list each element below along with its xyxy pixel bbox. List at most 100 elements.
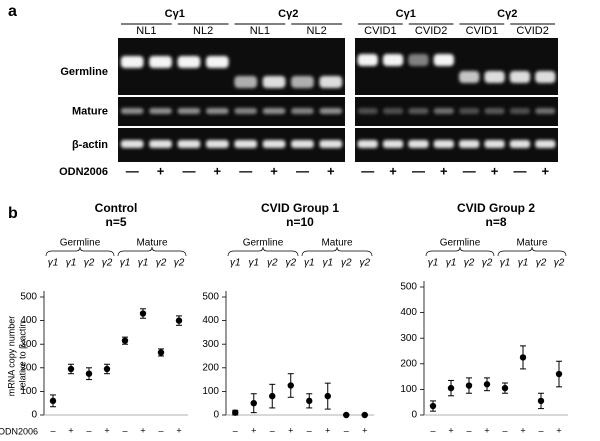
data-point: [250, 400, 257, 407]
treatment-symbol: –: [344, 425, 349, 435]
gel-band: [433, 140, 454, 148]
gel-band: [291, 140, 314, 148]
x-tick-label: γ1: [230, 258, 241, 269]
gel-band: [205, 140, 229, 148]
x-tick-label: γ1: [500, 258, 511, 269]
gel-band: [535, 140, 556, 148]
category-group-label: Germline: [60, 238, 101, 249]
sample-label: CVID1: [364, 25, 396, 37]
x-tick-label: γ2: [285, 258, 296, 269]
treatment-label: ODN2006: [0, 426, 38, 436]
gel-band: [149, 56, 172, 68]
treatment-symbol: +: [440, 163, 448, 178]
data-point: [537, 397, 545, 405]
gel-band: [262, 140, 286, 148]
sample-label: CVID1: [466, 25, 498, 37]
y-tick-label: 0: [213, 410, 219, 421]
treatment-symbol: —: [182, 163, 195, 178]
gel-band: [408, 54, 429, 66]
x-tick-label: γ2: [482, 258, 493, 269]
data-point: [121, 337, 129, 344]
treatment-symbol: +: [214, 163, 222, 178]
gel-band: [433, 108, 454, 114]
gel-band: [120, 140, 144, 148]
treatment-symbol: +: [270, 163, 278, 178]
treatment-symbol: –: [307, 425, 312, 435]
gel-band: [484, 71, 505, 83]
gel-band: [433, 54, 454, 66]
x-tick-label: γ1: [518, 258, 529, 269]
data-point: [157, 349, 165, 356]
chart-subtitle: n=10: [286, 215, 314, 229]
row-label: Germline: [60, 66, 108, 78]
treatment-symbol: —: [296, 163, 309, 178]
gel-band: [408, 108, 429, 114]
y-tick-label: 0: [411, 410, 417, 421]
y-tick-label: 500: [202, 292, 219, 303]
sample-label: NL2: [307, 25, 327, 37]
gel-band: [484, 140, 505, 148]
gel-band: [357, 108, 378, 114]
gel-group-label: Cγ2: [278, 8, 298, 20]
treatment-symbol: –: [158, 425, 163, 435]
gel-band: [120, 108, 144, 114]
x-tick-label: γ1: [66, 258, 77, 269]
chart-title: CVID Group 2: [457, 201, 535, 215]
y-tick-label: 400: [400, 307, 417, 318]
treatment-symbol: –: [502, 425, 507, 435]
data-point: [429, 402, 437, 410]
treatment-symbol: –: [122, 425, 127, 435]
x-tick-label: γ1: [48, 258, 59, 269]
x-tick-label: γ1: [120, 258, 131, 269]
data-point: [465, 382, 473, 389]
sample-label: CVID2: [415, 25, 447, 37]
gel-band: [382, 54, 404, 66]
x-tick-label: γ2: [156, 258, 167, 269]
row-label: β-actin: [72, 139, 108, 151]
panel-label: a: [8, 3, 17, 20]
category-group-label: Mature: [321, 238, 353, 249]
treatment-symbol: +: [484, 425, 489, 435]
data-point: [269, 392, 276, 400]
treatment-symbol: +: [251, 425, 256, 435]
y-tick-label: 500: [400, 282, 417, 293]
treatment-symbol: –: [466, 425, 471, 435]
gel-band: [509, 108, 531, 114]
treatment-symbol: –: [430, 425, 435, 435]
treatment-symbol: —: [239, 163, 252, 178]
gel-band: [535, 108, 556, 114]
category-group-label: Mature: [516, 238, 548, 249]
gel-band: [509, 140, 531, 148]
gel-band: [484, 108, 505, 114]
gel-band: [319, 108, 343, 114]
treatment-symbol: +: [104, 425, 109, 435]
data-point: [483, 381, 491, 388]
x-tick-label: γ2: [267, 258, 278, 269]
gel-band: [234, 76, 258, 88]
data-point: [324, 392, 331, 400]
data-point: [343, 411, 350, 419]
data-point: [555, 370, 563, 378]
treatment-symbol: —: [361, 163, 374, 178]
treatment-symbol: +: [389, 163, 397, 178]
treatment-symbol: +: [157, 163, 165, 178]
x-tick-label: γ2: [554, 258, 565, 269]
x-tick-label: γ1: [138, 258, 149, 269]
data-point: [447, 384, 455, 392]
gel-band: [291, 76, 314, 88]
treatment-symbol: +: [140, 425, 145, 435]
gel-band: [319, 140, 343, 148]
row-label: Mature: [72, 105, 108, 117]
gel-band: [262, 76, 286, 88]
data-point: [85, 370, 93, 377]
x-tick-label: γ2: [464, 258, 475, 269]
y-tick-label: 100: [20, 386, 37, 397]
chart-title: Control: [95, 201, 138, 215]
gel-band: [149, 140, 172, 148]
treatment-symbol: —: [412, 163, 425, 178]
treatment-symbol: –: [86, 425, 91, 435]
group-brace: [227, 246, 299, 257]
y-tick-label: 100: [400, 384, 417, 395]
gel-band: [459, 71, 480, 83]
